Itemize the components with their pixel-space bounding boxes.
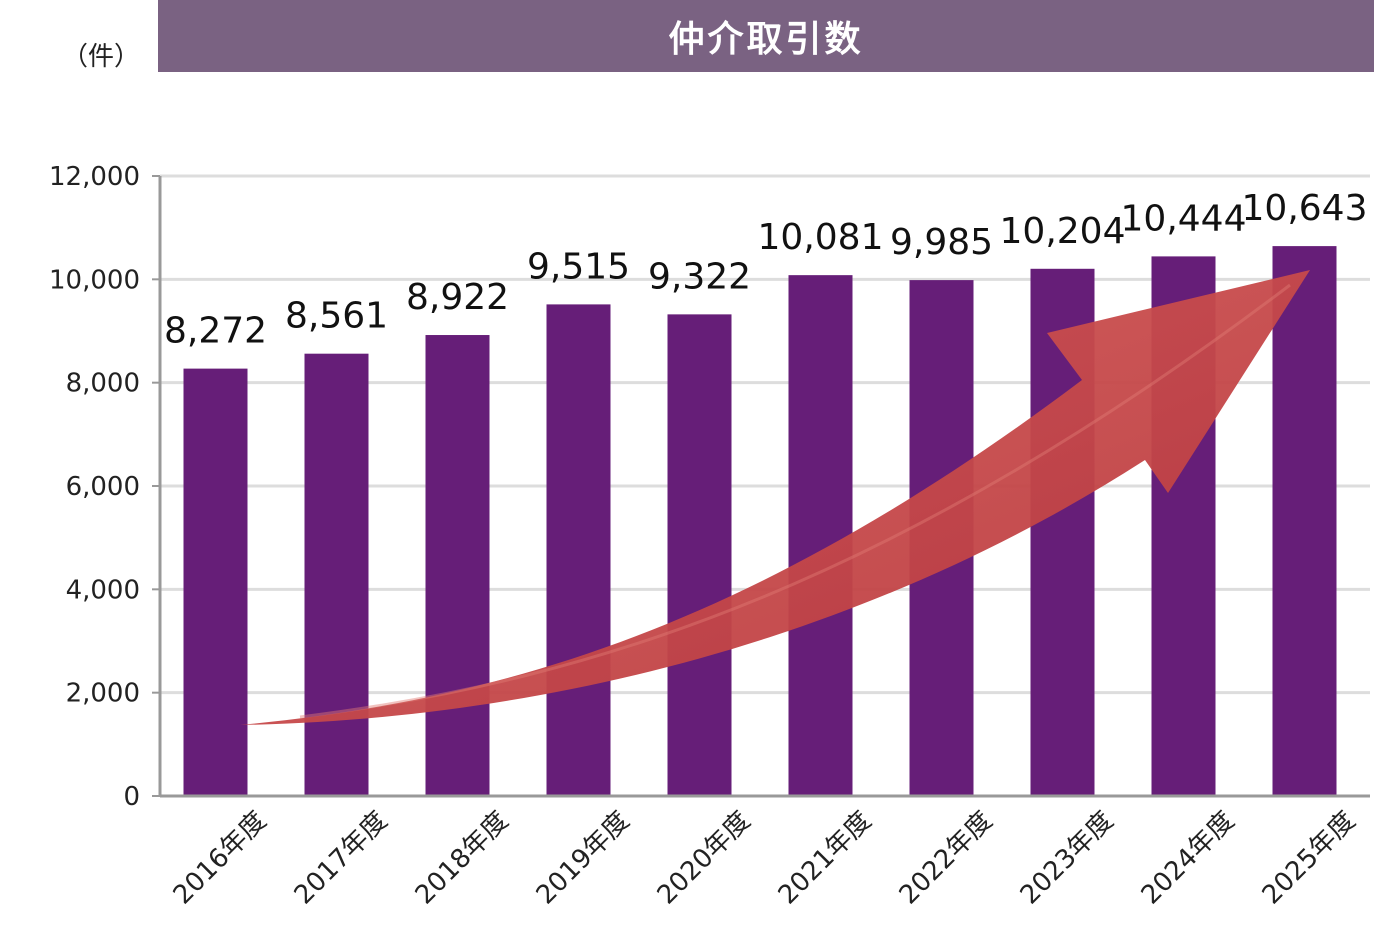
y-tick-label: 10,000 (49, 265, 140, 295)
bar (667, 314, 732, 796)
data-label: 10,643 (1242, 188, 1368, 229)
y-tick-label: 6,000 (66, 472, 140, 502)
bar (183, 368, 248, 796)
data-label: 9,515 (527, 246, 630, 287)
data-label: 8,272 (164, 311, 267, 352)
x-tick-label: 2023年度 (1015, 806, 1120, 911)
chart-title: 仲介取引数 (668, 19, 864, 60)
y-tick-label: 4,000 (66, 575, 140, 605)
bar (1272, 246, 1337, 796)
data-label: 10,081 (758, 217, 884, 258)
x-tick-label: 2019年度 (531, 806, 636, 911)
data-label: 10,204 (1000, 211, 1126, 252)
trend-arrow-icon (240, 270, 1310, 725)
x-tick-label: 2021年度 (773, 806, 878, 911)
bar (546, 304, 611, 796)
data-label: 8,922 (406, 277, 509, 318)
axes (152, 175, 1370, 798)
data-label: 8,561 (285, 296, 388, 337)
data-label: 9,322 (648, 256, 751, 297)
x-tick-label: 2025年度 (1257, 806, 1362, 911)
trend-arrow (240, 270, 1310, 725)
bar (304, 353, 369, 796)
x-tick-label: 2020年度 (652, 806, 757, 911)
y-tick-label: 0 (123, 782, 140, 812)
data-label: 10,444 (1121, 198, 1247, 239)
chart-title-bar: 仲介取引数 (158, 0, 1374, 72)
trend-arrow-highlight (299, 283, 1291, 719)
y-tick-label: 2,000 (66, 679, 140, 709)
y-tick-label: 8,000 (66, 369, 140, 399)
x-tick-label: 2016年度 (168, 806, 273, 911)
x-tick-label: 2022年度 (894, 806, 999, 911)
x-tick-label: 2024年度 (1136, 806, 1241, 911)
bar (788, 275, 853, 797)
bar (425, 335, 490, 796)
y-tick-label: 12,000 (49, 162, 140, 192)
y-axis-unit-label: （件） (62, 42, 141, 72)
data-label: 9,985 (890, 222, 993, 263)
x-tick-label: 2018年度 (410, 806, 515, 911)
x-tick-label: 2017年度 (289, 806, 394, 911)
bars (183, 246, 1337, 797)
